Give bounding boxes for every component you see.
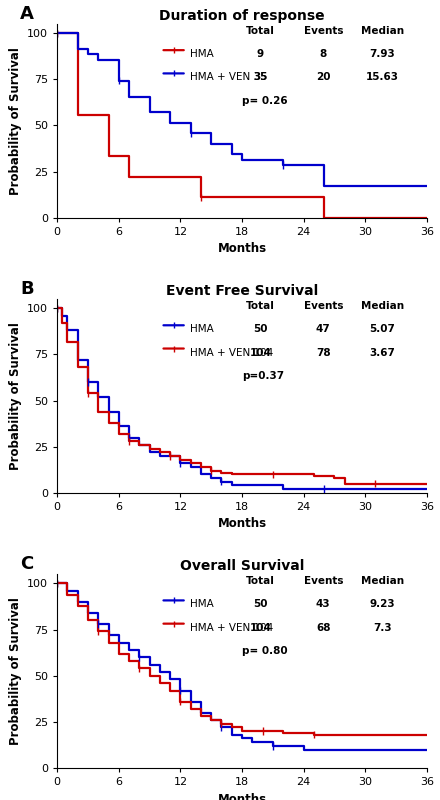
- Y-axis label: Probability of Survival: Probability of Survival: [9, 597, 22, 745]
- Text: 15.63: 15.63: [366, 73, 399, 82]
- Text: Total: Total: [246, 26, 275, 36]
- Text: Median: Median: [361, 576, 404, 586]
- Text: 20: 20: [316, 73, 330, 82]
- Text: p= 0.26: p= 0.26: [242, 96, 288, 106]
- Title: Overall Survival: Overall Survival: [180, 559, 304, 573]
- Text: 8: 8: [320, 49, 327, 59]
- Y-axis label: Probability of Survival: Probability of Survival: [9, 47, 22, 195]
- X-axis label: Months: Months: [217, 518, 267, 530]
- Text: p= 0.80: p= 0.80: [242, 646, 288, 656]
- Text: B: B: [20, 280, 34, 298]
- Title: Event Free Survival: Event Free Survival: [166, 284, 318, 298]
- Text: HMA + VEN 104: HMA + VEN 104: [190, 347, 274, 358]
- Text: HMA: HMA: [190, 49, 214, 59]
- Text: 50: 50: [253, 324, 268, 334]
- Text: C: C: [20, 555, 33, 573]
- Text: 9: 9: [257, 49, 264, 59]
- Text: p=0.37: p=0.37: [242, 371, 284, 381]
- Text: 7.3: 7.3: [373, 622, 392, 633]
- Text: Events: Events: [304, 26, 343, 36]
- Text: 35: 35: [253, 73, 268, 82]
- Text: Total: Total: [246, 576, 275, 586]
- Y-axis label: Probability of Survival: Probability of Survival: [9, 322, 22, 470]
- Text: A: A: [20, 5, 34, 22]
- Text: 104: 104: [249, 347, 271, 358]
- Text: 78: 78: [316, 347, 330, 358]
- Text: 3.67: 3.67: [370, 347, 396, 358]
- Title: Duration of response: Duration of response: [159, 9, 325, 23]
- X-axis label: Months: Months: [217, 793, 267, 800]
- Text: HMA: HMA: [190, 599, 214, 610]
- Text: HMA + VEN 35: HMA + VEN 35: [190, 73, 267, 82]
- Text: Events: Events: [304, 301, 343, 311]
- Text: 9.23: 9.23: [370, 599, 395, 610]
- Text: 68: 68: [316, 622, 330, 633]
- X-axis label: Months: Months: [217, 242, 267, 255]
- Text: 50: 50: [253, 599, 268, 610]
- Text: Events: Events: [304, 576, 343, 586]
- Text: 104: 104: [249, 622, 271, 633]
- Text: Median: Median: [361, 301, 404, 311]
- Text: Median: Median: [361, 26, 404, 36]
- Text: 5.07: 5.07: [370, 324, 396, 334]
- Text: Total: Total: [246, 301, 275, 311]
- Text: HMA: HMA: [190, 324, 214, 334]
- Text: 43: 43: [316, 599, 330, 610]
- Text: 47: 47: [316, 324, 331, 334]
- Text: 7.93: 7.93: [370, 49, 395, 59]
- Text: HMA + VEN 104: HMA + VEN 104: [190, 622, 274, 633]
